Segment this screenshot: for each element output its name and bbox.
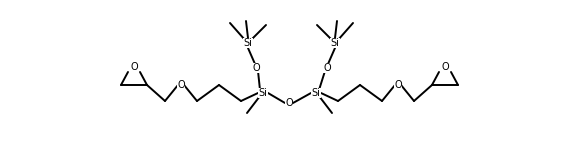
Text: Si: Si [312, 88, 320, 98]
Text: O: O [323, 63, 331, 73]
Text: Si: Si [331, 38, 339, 48]
Text: O: O [252, 63, 260, 73]
Text: O: O [285, 98, 293, 108]
Text: Si: Si [258, 88, 268, 98]
Text: Si: Si [243, 38, 253, 48]
Text: O: O [441, 62, 449, 72]
Text: O: O [177, 80, 185, 90]
Text: O: O [394, 80, 402, 90]
Text: O: O [130, 62, 138, 72]
